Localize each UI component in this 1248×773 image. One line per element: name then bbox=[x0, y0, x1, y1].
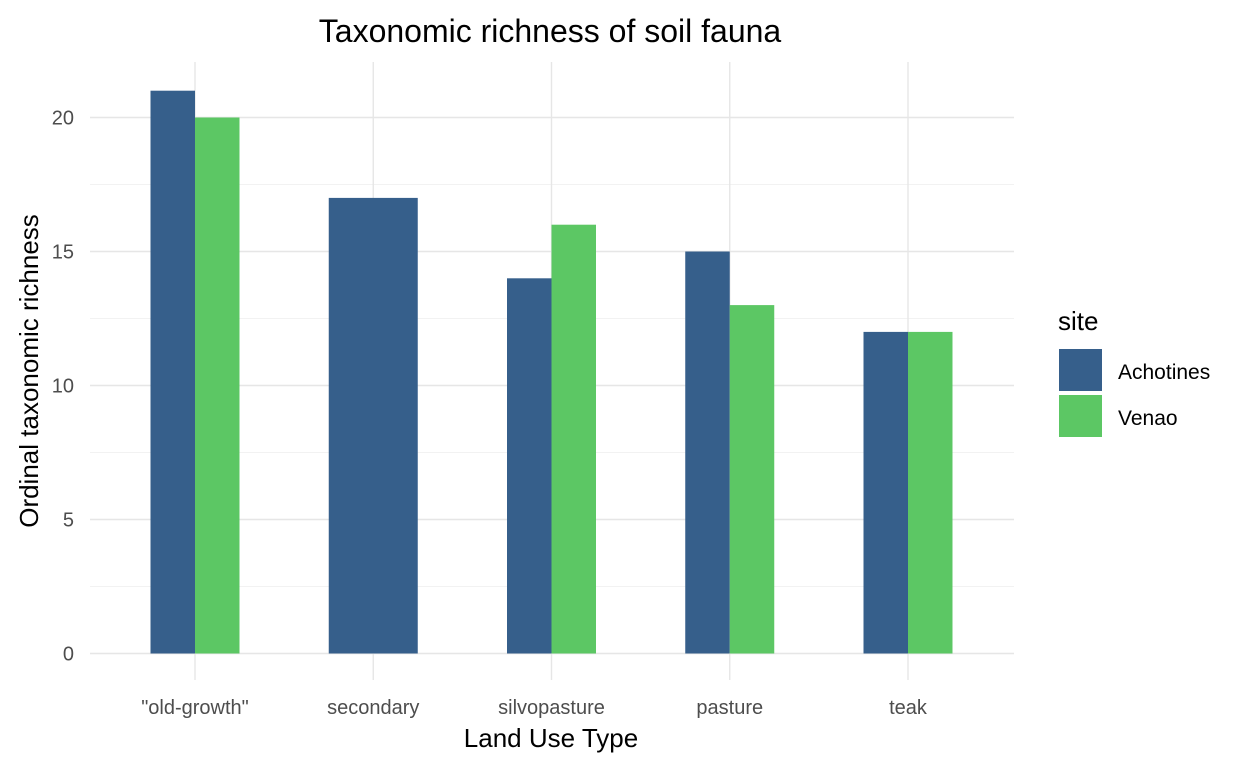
bar-achotines bbox=[863, 331, 908, 654]
legend-label-venao: Venao bbox=[1118, 407, 1178, 430]
bar-venao bbox=[908, 331, 953, 654]
bar-venao bbox=[195, 117, 240, 654]
x-axis-label: Land Use Type bbox=[464, 723, 638, 753]
y-tick-label: 5 bbox=[63, 510, 74, 532]
y-tick-label: 0 bbox=[63, 644, 74, 666]
bar-achotines bbox=[685, 251, 730, 654]
x-tick-label: teak bbox=[889, 697, 928, 719]
y-tick-label: 10 bbox=[52, 376, 74, 398]
legend-key-achotines bbox=[1059, 349, 1102, 391]
bar-achotines bbox=[507, 278, 552, 654]
bars bbox=[150, 90, 953, 654]
x-tick-label: secondary bbox=[327, 697, 419, 719]
y-axis-label: Ordinal taxonomic richness bbox=[14, 214, 44, 528]
y-tick-label: 15 bbox=[52, 242, 74, 264]
bar-venao bbox=[729, 305, 775, 654]
y-tick-labels: 0 5 10 15 20 bbox=[52, 108, 74, 666]
x-tick-label: pasture bbox=[696, 697, 763, 719]
legend-title: site bbox=[1058, 306, 1098, 336]
y-tick-label: 20 bbox=[52, 108, 74, 130]
legend-label-achotines: Achotines bbox=[1118, 361, 1210, 384]
bar-achotines bbox=[328, 197, 418, 654]
legend: site Achotines Venao bbox=[1058, 306, 1210, 437]
x-tick-label: "old-growth" bbox=[141, 697, 249, 719]
x-tick-label: silvopasture bbox=[498, 697, 605, 719]
legend-key-venao bbox=[1059, 395, 1102, 437]
chart-title: Taxonomic richness of soil fauna bbox=[319, 13, 782, 49]
x-tick-labels: "old-growth" secondary silvopasture pasture… bbox=[141, 697, 928, 719]
bar-achotines bbox=[150, 90, 195, 654]
bar-venao bbox=[551, 224, 596, 654]
